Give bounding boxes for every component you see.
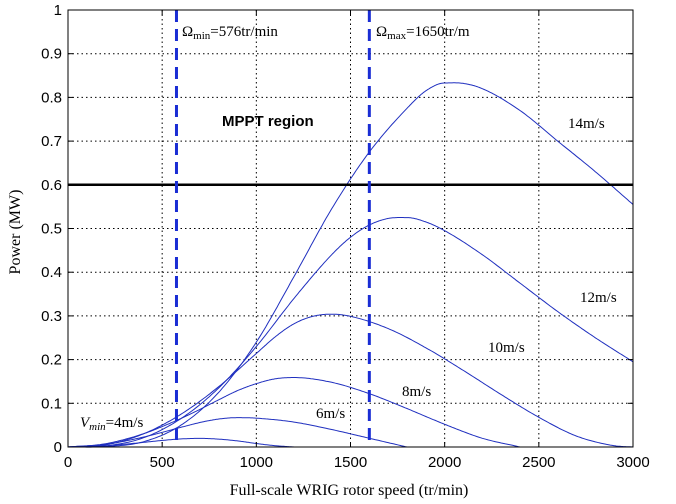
y-tick-label: 0.5 [41,221,62,238]
y-axis-label: Power (MW) [7,190,24,275]
curve-6m-s [67,417,408,448]
curve-14m-s [68,82,634,448]
plot-frame [67,9,634,448]
omega-max-annotation: Ωmax=1650tr/m [376,24,470,42]
y-tick-label: 0.6 [41,177,62,194]
y-tick-label: 0.2 [41,352,62,369]
y-tick-label: 0.3 [41,308,62,325]
y-tick-label: 0.1 [41,395,62,412]
curve-label-6: 6m/s [316,406,345,422]
curve-label-10: 10m/s [488,340,525,356]
curve-4m-s [67,437,295,448]
x-tick-label: 1000 [240,454,273,471]
reference-lines [68,10,633,447]
x-tick-label: 0 [64,454,72,471]
y-tick-label: 0.9 [41,46,62,63]
vmin-annotation: Vmin=4m/s [80,415,143,433]
curve-8m-s [67,377,521,448]
y-tick-label: 0.7 [41,133,62,150]
x-tick-label: 1500 [334,454,367,471]
x-tick-label: 2500 [522,454,555,471]
curve-label-8: 8m/s [402,384,431,400]
y-tick-label: 0.8 [41,89,62,106]
axis-ticks: 0 500 1000 1500 2000 2500 3000 0 0.1 0.2 0.3 0.4 0.5… [41,2,650,471]
x-tick-label: 500 [150,454,175,471]
curve-12m-s [68,217,634,448]
y-tick-label: 1 [54,2,62,19]
mppt-region-label: MPPT region [222,113,314,130]
curve-10m-s [67,313,634,448]
curve-label-14: 14m/s [568,116,605,132]
y-tick-label: 0.4 [41,264,62,281]
x-axis-label: Full-scale WRIG rotor speed (tr/min) [230,482,469,499]
grid-lines [68,10,633,447]
curve-label-12: 12m/s [580,290,617,306]
x-tick-label: 3000 [616,454,649,471]
omega-min-annotation: Ωmin=576tr/min [182,24,278,42]
y-tick-label: 0 [54,439,62,456]
x-tick-label: 2000 [428,454,461,471]
